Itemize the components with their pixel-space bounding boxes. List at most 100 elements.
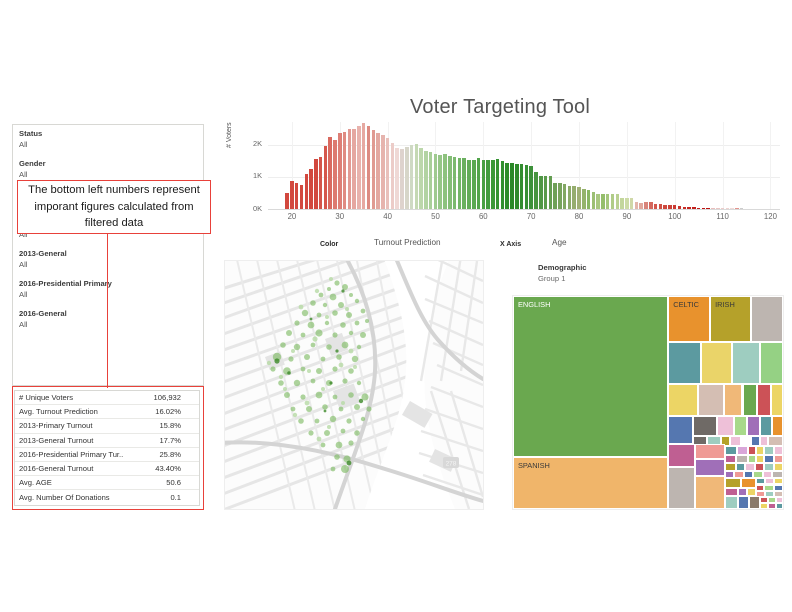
histogram-bar[interactable] (476, 158, 481, 209)
treemap-tile[interactable] (756, 454, 765, 464)
treemap-tile[interactable] (738, 496, 750, 509)
histogram-bar[interactable] (304, 173, 309, 209)
voter-density-map[interactable]: 278 (224, 260, 484, 510)
shelf-color-value[interactable]: Turnout Prediction (374, 238, 441, 247)
treemap-tile[interactable] (764, 484, 774, 491)
treemap-tile[interactable] (720, 435, 731, 447)
treemap-tile[interactable] (734, 470, 744, 479)
histogram-bar[interactable] (457, 157, 462, 209)
treemap-tile[interactable] (756, 446, 765, 455)
histogram-bar[interactable] (572, 186, 576, 209)
histogram-bar[interactable] (328, 137, 332, 209)
map-canvas[interactable]: 278 (225, 261, 483, 509)
treemap-tile[interactable] (773, 484, 783, 491)
treemap-tile[interactable] (747, 446, 756, 455)
histogram-bar[interactable] (515, 164, 519, 209)
histogram-bar[interactable] (409, 145, 414, 209)
treemap-tile[interactable] (695, 475, 725, 509)
table-row[interactable]: Avg. AGE 50.6 (15, 476, 199, 491)
histogram-bar[interactable] (318, 156, 323, 209)
filter-value[interactable]: All (19, 260, 28, 269)
table-row[interactable]: 2016-Presidential Primary Tur.. 25.8% (15, 448, 199, 462)
histogram-bar[interactable] (687, 207, 691, 209)
histogram-bar[interactable] (385, 137, 390, 209)
treemap-tile[interactable] (757, 384, 771, 417)
histogram-bar[interactable] (739, 208, 744, 209)
histogram-bar[interactable] (524, 165, 529, 209)
treemap-tile[interactable] (773, 490, 783, 498)
treemap-tile[interactable] (750, 296, 783, 342)
treemap-tile[interactable] (762, 470, 773, 479)
histogram-bar[interactable] (663, 204, 667, 209)
treemap-tile[interactable] (668, 341, 701, 385)
histogram-bar[interactable] (438, 154, 443, 209)
treemap-tile[interactable] (765, 478, 774, 485)
histogram-bar[interactable] (433, 153, 438, 209)
treemap-tile[interactable] (764, 463, 774, 471)
histogram-bar[interactable] (323, 146, 328, 209)
histogram-bar[interactable] (701, 207, 706, 209)
histogram-bar[interactable] (390, 143, 395, 209)
histogram-bar[interactable] (653, 204, 658, 209)
treemap-tile[interactable] (743, 470, 754, 479)
histogram-bar[interactable] (400, 149, 404, 209)
treemap-tile[interactable] (773, 454, 783, 464)
treemap-tile[interactable] (760, 341, 783, 385)
treemap-tile[interactable] (724, 496, 739, 509)
treemap-tile[interactable] (773, 446, 783, 455)
histogram-bar[interactable] (543, 175, 548, 209)
treemap-tile[interactable] (773, 463, 783, 471)
histogram-bar[interactable] (548, 175, 553, 209)
histogram-bar[interactable] (644, 202, 648, 209)
histogram-bar[interactable] (299, 184, 304, 209)
histogram-bar[interactable] (294, 182, 299, 209)
treemap-tile[interactable] (735, 463, 746, 471)
table-row[interactable]: # Unique Voters 106,932 (15, 391, 199, 406)
treemap-tile[interactable] (724, 454, 736, 464)
treemap-tile-irish[interactable]: IRISH (710, 296, 751, 342)
treemap-tile[interactable] (772, 470, 783, 479)
treemap-tile[interactable] (737, 446, 748, 455)
table-row[interactable]: 2013-Primary Turnout 15.8% (15, 419, 199, 434)
histogram-bar[interactable] (347, 129, 352, 209)
histogram-bar[interactable] (419, 147, 423, 209)
histogram-bar[interactable] (285, 192, 289, 209)
histogram-bar[interactable] (424, 150, 428, 209)
histogram-plot-area[interactable] (268, 122, 780, 210)
histogram-bar[interactable] (538, 175, 543, 209)
treemap-tile[interactable] (745, 463, 755, 471)
treemap-tile[interactable] (742, 384, 758, 417)
treemap-tile-spanish[interactable]: SPANISH (513, 456, 669, 509)
treemap-tile[interactable] (756, 478, 766, 485)
treemap-tile[interactable] (764, 454, 774, 464)
age-histogram[interactable]: # Voters 0K 1K 2K 20 30 40 50 60 70 80 90 100 110 12… (226, 120, 784, 232)
treemap-tile[interactable] (741, 435, 751, 447)
histogram-bar[interactable] (505, 162, 509, 209)
treemap-tile[interactable] (730, 435, 742, 447)
histogram-bar[interactable] (452, 156, 457, 209)
histogram-bar[interactable] (730, 208, 734, 209)
treemap-tile[interactable] (773, 478, 783, 485)
histogram-bar[interactable] (634, 201, 639, 209)
histogram-bar[interactable] (290, 180, 294, 209)
histogram-bar[interactable] (486, 160, 490, 209)
histogram-bar[interactable] (577, 186, 581, 209)
histogram-bar[interactable] (314, 158, 318, 209)
histogram-bar[interactable] (706, 208, 710, 209)
histogram-bar[interactable] (342, 132, 347, 209)
histogram-bar[interactable] (471, 160, 476, 209)
histogram-bar[interactable] (586, 190, 591, 209)
treemap-tile[interactable] (668, 444, 696, 468)
treemap-tile[interactable] (772, 416, 783, 436)
histogram-bar[interactable] (519, 164, 524, 209)
treemap-tile[interactable] (697, 384, 724, 417)
treemap-tile[interactable] (756, 490, 766, 498)
treemap-tile[interactable] (695, 444, 725, 459)
histogram-bar[interactable] (605, 194, 610, 209)
treemap-tile[interactable] (750, 435, 761, 447)
histogram-bar[interactable] (610, 194, 615, 209)
table-row[interactable]: Avg. Turnout Prediction 16.02% (15, 405, 199, 420)
histogram-bar[interactable] (601, 194, 605, 209)
histogram-bar[interactable] (672, 205, 677, 209)
treemap-tile[interactable] (747, 454, 756, 464)
